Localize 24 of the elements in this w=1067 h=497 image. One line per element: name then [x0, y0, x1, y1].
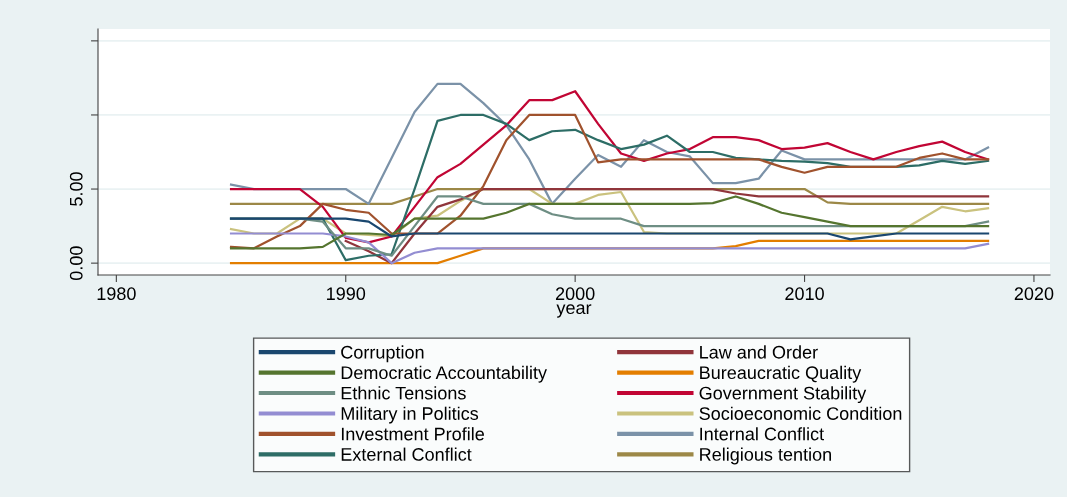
legend-label: Corruption: [341, 345, 424, 363]
x-axis-title: year: [556, 304, 592, 318]
legend-label: Government Stability: [699, 386, 867, 404]
x-tick-label: 1990: [327, 287, 366, 301]
line-series: [344, 187, 990, 265]
legend-label: External Conflict: [341, 447, 472, 461]
y-tick-label: 5.00: [69, 172, 83, 206]
legend-label: Internal Conflict: [700, 427, 824, 441]
line-series: [229, 232, 990, 265]
legend-label: Ethnic Tensions: [341, 386, 466, 400]
legend-label: Democratic Accountability: [341, 365, 547, 383]
legend-label: Military in Politics: [341, 406, 479, 424]
legend-label: Investment Profile: [341, 427, 484, 441]
line-series: [229, 217, 990, 241]
x-tick-label: 1980: [97, 287, 136, 301]
legend-label: Bureaucratic Quality: [700, 365, 862, 383]
x-tick-label: 2020: [1014, 287, 1054, 301]
legend-label: Law and Order: [700, 345, 818, 359]
line-series: [229, 82, 990, 205]
legend-label: Religious tention: [700, 447, 831, 465]
y-tick-label: 0.00: [69, 246, 83, 281]
legend-label: Socioeconomic Condition: [699, 406, 902, 420]
x-tick-label: 2010: [785, 287, 824, 301]
x-tick-label: 2000: [555, 287, 595, 301]
